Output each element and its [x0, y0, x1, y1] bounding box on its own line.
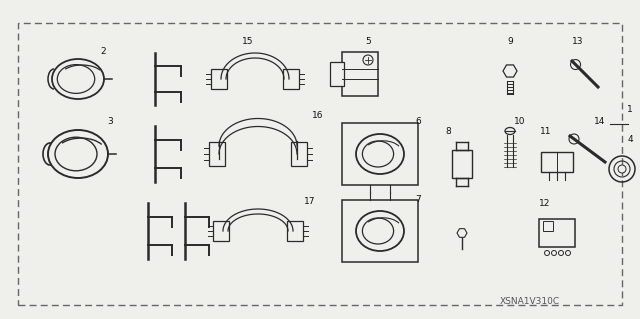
Text: 8: 8 [445, 128, 451, 137]
Text: 6: 6 [415, 117, 421, 127]
Text: 9: 9 [507, 36, 513, 46]
Text: 17: 17 [304, 197, 316, 205]
Circle shape [552, 250, 557, 256]
Circle shape [618, 165, 626, 173]
FancyBboxPatch shape [342, 200, 418, 262]
Circle shape [545, 250, 550, 256]
FancyBboxPatch shape [283, 69, 299, 89]
Text: 11: 11 [540, 128, 552, 137]
Text: 13: 13 [572, 36, 584, 46]
Text: 2: 2 [100, 47, 106, 56]
Circle shape [570, 60, 580, 70]
Polygon shape [503, 65, 517, 77]
FancyBboxPatch shape [213, 221, 229, 241]
Text: 7: 7 [415, 195, 421, 204]
FancyBboxPatch shape [211, 69, 227, 89]
Circle shape [569, 134, 579, 144]
FancyBboxPatch shape [342, 123, 418, 185]
Polygon shape [457, 229, 467, 237]
Text: 3: 3 [107, 117, 113, 127]
Text: 16: 16 [312, 112, 324, 121]
Text: 12: 12 [540, 198, 550, 207]
Text: 5: 5 [365, 36, 371, 46]
Circle shape [559, 250, 563, 256]
FancyBboxPatch shape [291, 142, 307, 166]
FancyBboxPatch shape [330, 62, 344, 86]
FancyBboxPatch shape [539, 219, 575, 247]
Text: 4: 4 [627, 135, 633, 144]
FancyBboxPatch shape [541, 152, 573, 172]
FancyBboxPatch shape [287, 221, 303, 241]
FancyBboxPatch shape [209, 142, 225, 166]
Text: 15: 15 [243, 36, 253, 46]
Bar [18, 23, 622, 305]
FancyBboxPatch shape [342, 52, 378, 96]
FancyBboxPatch shape [543, 221, 553, 231]
Circle shape [566, 250, 570, 256]
Text: 10: 10 [515, 117, 525, 127]
Text: 1: 1 [627, 105, 633, 114]
FancyBboxPatch shape [452, 150, 472, 178]
Text: 14: 14 [595, 117, 605, 127]
Text: XSNA1V310C: XSNA1V310C [500, 296, 560, 306]
